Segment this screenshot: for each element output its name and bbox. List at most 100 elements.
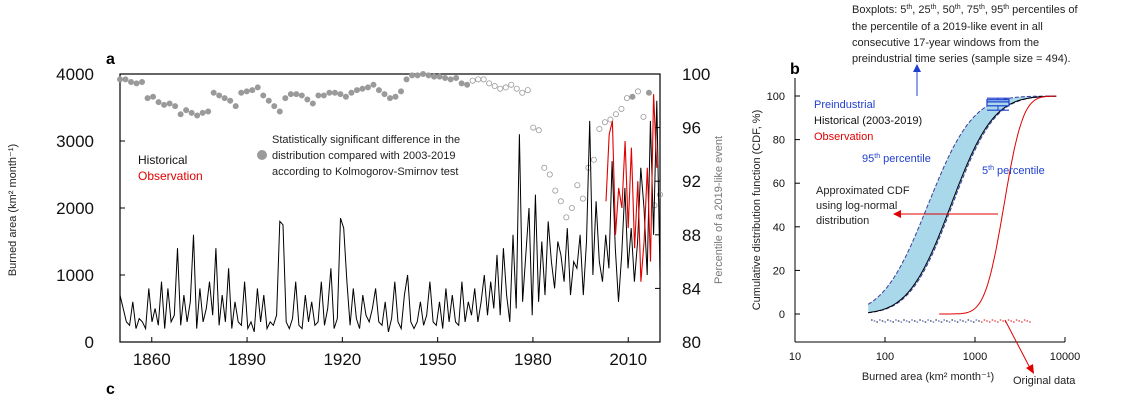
boxplot-box [986, 99, 1010, 107]
annotation-line-2: distribution compared with 2003-2019 [272, 150, 455, 162]
percentile-point [480, 76, 487, 83]
legend-observation: Observation [138, 169, 203, 183]
percentile-point [546, 171, 553, 178]
percentile-point [205, 108, 212, 115]
approx-note-line-3: distribution [816, 215, 869, 227]
boxplot-note-line-3: consecutive 17-year windows from the [852, 37, 1039, 49]
percentile-point [392, 93, 399, 100]
percentile-point [447, 76, 454, 83]
boxplot-note-line-1: Boxplots: 5th, 25th, 50th, 75th, 95th pe… [852, 4, 1079, 16]
percentile-point [276, 108, 283, 115]
percentile-point [458, 80, 465, 87]
percentile-point [475, 76, 482, 83]
percentile-point [403, 76, 410, 83]
percentile-point [133, 80, 140, 87]
original-data-arrow [1004, 319, 1031, 369]
legend-observation-b: Observation [814, 131, 873, 143]
percentile-point [150, 93, 157, 100]
observation-series [605, 94, 658, 282]
percentile-point [166, 100, 173, 107]
boxplot-note-line-2: the percentile of a 2019-like event in a… [852, 21, 1043, 33]
percentile-point [271, 103, 278, 110]
label-5th-percentile: 5th percentile [982, 165, 1045, 177]
percentile-point [618, 105, 625, 112]
percentile-point [232, 103, 239, 110]
y-right-tick-label: 92 [682, 172, 701, 191]
percentile-point [238, 89, 245, 96]
legend-preindustrial: Preindustrial [814, 99, 875, 111]
percentile-point [519, 89, 526, 96]
y-tick-label: 0 [779, 309, 785, 321]
percentile-point [287, 91, 294, 98]
percentile-point [601, 119, 608, 126]
percentile-point [657, 191, 664, 198]
y-axis-label-b: Cumulative distribution function (CDF, %… [751, 110, 763, 311]
y-tick-label: 40 [773, 222, 785, 234]
percentile-point [342, 93, 349, 100]
y-tick-label: 100 [767, 91, 785, 103]
percentile-point [128, 79, 135, 86]
legend-historical: Historical [138, 153, 187, 167]
percentile-point [431, 73, 438, 80]
percentile-point [364, 84, 371, 91]
percentile-point [629, 93, 636, 100]
approx-note-line-1: Approximated CDF [816, 185, 910, 197]
percentile-point [381, 91, 388, 98]
y-right-tick-label: 88 [682, 226, 701, 245]
percentile-point [645, 89, 652, 96]
axis-ticks-b: 10 100 1000 10000 0 20 40 60 80 100 [767, 91, 1081, 363]
percentile-point [337, 91, 344, 98]
x-tick-label: 10 [789, 351, 801, 363]
percentile-point [425, 72, 432, 79]
percentile-series [117, 71, 664, 221]
annotation-line-3: according to Kolmogorov-Smirnov test [272, 166, 458, 178]
y-tick-label: 60 [773, 178, 785, 190]
percentile-point [640, 113, 647, 120]
percentile-point [249, 87, 256, 94]
x-axis-label-b: Burned area (km² month⁻¹) [862, 371, 994, 383]
historical-cdf-line [868, 95, 1057, 314]
y-tick-label: 0 [85, 333, 94, 352]
percentile-point [326, 89, 333, 96]
legend-historical-b: Historical (2003-2019) [814, 115, 922, 127]
percentile-point [265, 97, 272, 104]
percentile-point [243, 88, 250, 95]
percentile-point [568, 204, 575, 211]
percentile-point [634, 88, 641, 95]
y-tick-label: 20 [773, 265, 785, 277]
percentile-point [386, 95, 393, 102]
percentile-point [177, 111, 184, 118]
observation-line [605, 94, 658, 282]
percentile-point [122, 76, 129, 83]
percentile-point [260, 92, 267, 99]
percentile-point [194, 112, 201, 119]
percentile-point [199, 109, 206, 116]
percentile-point [436, 73, 443, 80]
percentile-point [375, 87, 382, 94]
percentile-point [210, 89, 217, 96]
percentile-point [442, 75, 449, 82]
percentile-point [574, 182, 581, 189]
x-tick-label: 1980 [514, 350, 552, 369]
panel-label-b: b [790, 61, 800, 78]
percentile-point [486, 80, 493, 87]
boxplot [986, 97, 1010, 111]
preindustrial-95th-line [867, 95, 1057, 305]
percentile-point [161, 101, 168, 108]
y-axis-label-left: Burned area (km² month⁻¹) [7, 144, 19, 276]
x-tick-label: 1950 [419, 350, 457, 369]
preindustrial-band [868, 96, 1057, 313]
percentile-point [370, 81, 377, 88]
percentile-point [155, 99, 162, 106]
percentile-point [293, 91, 300, 98]
y-right-tick-label: 84 [682, 279, 701, 298]
boxplot-arrowhead [913, 64, 921, 72]
y-right-tick-label: 80 [682, 333, 701, 352]
percentile-point [117, 76, 124, 83]
y-tick-label: 4000 [56, 65, 94, 84]
y-right-tick-label: 96 [682, 119, 701, 138]
observation-cdf-line [939, 95, 1057, 315]
annotation-line-1: Statistically significant difference in … [272, 134, 460, 146]
boxplot-note-line-4: preindustrial time series (sample size =… [852, 53, 1071, 65]
percentile-point [409, 72, 416, 79]
